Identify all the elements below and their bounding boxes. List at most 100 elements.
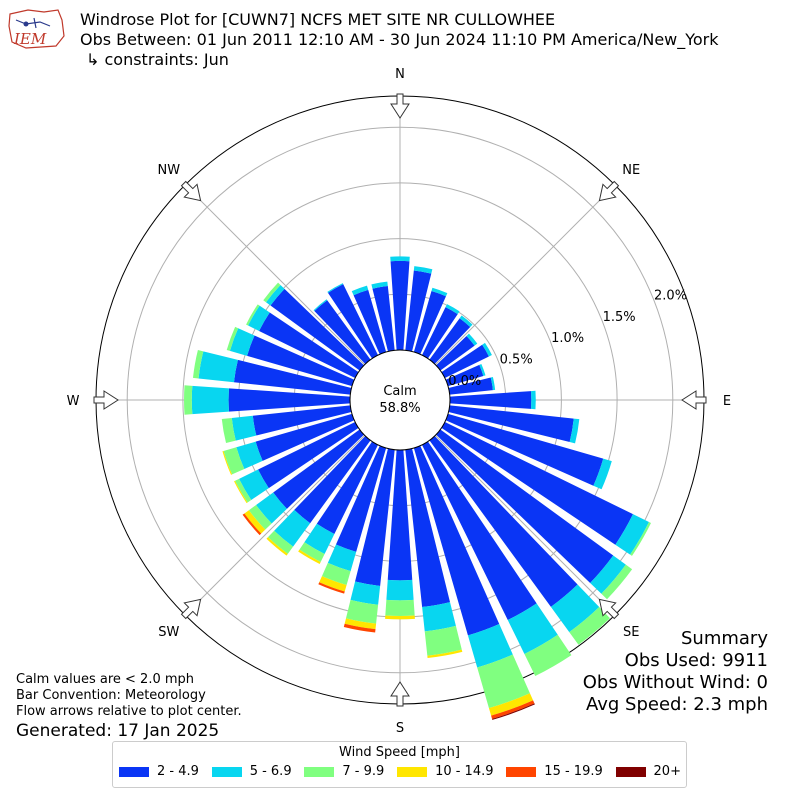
windrose-bar-segment [427,649,463,658]
radial-tick-label: 2.0% [654,289,687,304]
legend: Wind Speed [mph] 2 - 4.9 5 - 6.9 7 - 9.9 10… [112,741,687,788]
windrose-bar-segment [421,307,458,359]
footnotes: Calm values are < 2.0 mph Bar Convention… [16,672,242,742]
calm-note: Calm values are < 2.0 mph [16,672,195,687]
windrose-bar-segment [441,421,633,545]
windrose-bar-segment [247,335,355,387]
summary-box: Summary Obs Used: 9911 Obs Without Wind:… [583,628,768,716]
windrose-bar-segment [531,390,536,410]
legend-swatch [119,766,149,777]
radial-tick-label: 0.0% [448,374,481,389]
windrose-bar-segment [242,513,262,536]
flow-arrow-icon [180,598,202,620]
windrose-bar-segment [319,576,347,592]
windrose-bar-segment [466,333,478,346]
windrose-bar-segment [422,602,456,632]
windrose-bar-segment [479,363,486,376]
windrose-bar-segment [449,391,532,409]
flow-arrow-icon [390,681,410,707]
legend-item: 10 - 14.9 [397,764,494,779]
legend-label: 15 - 19.9 [544,764,603,779]
windrose-bar-segment [226,326,239,351]
windrose-bar-segment [263,282,281,303]
windrose-bar-segment [314,300,371,364]
flow-arrow-icon [681,390,707,410]
legend-item: 2 - 4.9 [119,764,199,779]
windrose-bar-segment [448,377,493,395]
windrose-bar-segment [327,284,379,359]
chart-title: Windrose Plot for [CUWN7] NCFS MET SITE … [80,10,556,29]
windrose-bar-segment [601,564,633,600]
windrose-bar-segment [265,284,285,306]
windrose-bar-segment [445,364,484,387]
chart-constraints: ↳ constraints: Jun [86,50,229,69]
legend-swatch [304,766,335,777]
windrose-bar-segment [491,700,535,719]
windrose-bar-segment [248,305,270,331]
flow-arrow-icon [598,180,620,202]
windrose-bar-segment [274,509,311,547]
windrose-bar-segment [198,351,238,383]
legend-swatch [615,766,646,777]
flow-arrow-icon [93,390,119,410]
grid-spoke [435,435,616,616]
logo-text: IEM [13,30,47,48]
windrose-bar-segment [436,429,614,583]
calm-circle [349,349,451,451]
chart-header: Windrose Plot for [CUWN7] NCFS MET SITE … [80,10,719,70]
legend-label: 5 - 6.9 [249,764,292,779]
calm-value: 58.8% [379,401,420,416]
windrose-bar-segment [304,523,335,554]
windrose-bar-segment [350,581,381,605]
windrose-bar-segment [405,448,451,608]
windrose-bar-segment [267,530,294,554]
windrose-bar-segment [429,436,578,607]
windrose-bar-segment [248,504,272,530]
windrose-bar-segment [318,582,345,594]
grid-spoke [184,184,365,365]
legend-swatch [397,766,428,777]
windrose-bar-segment [590,555,626,594]
legend-item: 15 - 19.9 [506,764,603,779]
windrose-bar-segment [385,615,415,620]
flow-arrow-icon [598,598,620,620]
windrose-bar-segment [353,289,387,355]
windrose-bar-segment [459,315,473,328]
windrose-bar-segment [223,447,245,475]
windrose-bar-segment [236,441,263,470]
windrose-bar-segment [266,537,288,556]
windrose-bar-segment [191,385,229,415]
direction-label: NE [622,163,640,178]
windrose-bar-segment [255,413,355,461]
windrose-bar-segment [228,388,351,412]
summary-title: Summary [681,628,768,649]
legend-label: 10 - 14.9 [435,764,494,779]
windrose-bar-segment [424,625,462,656]
windrose-bar-segment [436,335,475,371]
windrose-bar-segment [316,441,379,534]
windrose-bar-segment [244,510,266,534]
flow-note: Flow arrows relative to plot center. [16,704,242,719]
windrose-bar-segment [270,288,364,371]
windrose-bar-segment [467,623,513,668]
windrose-bar-segment [233,359,352,395]
windrose-bar-segment [313,299,328,311]
windrose-bar-segment [445,413,604,486]
windrose-bar-segment [507,603,558,654]
windrose-bar-segment [569,418,580,444]
summary-obs-used: Obs Used: 9911 [624,650,768,671]
windrose-bar-segment [405,270,432,352]
windrose-bar-segment [273,429,364,509]
windrose-bar-segment [299,542,325,562]
radial-tick-label: 1.5% [603,310,636,325]
windrose-bar-segment [229,328,255,356]
windrose-bar-segment [259,312,359,379]
calm-label: Calm [383,384,416,399]
windrose-bar-segment [482,342,492,357]
windrose-bar-segment [294,436,371,524]
grid-spoke [184,435,365,616]
windrose-bar-segment [343,623,376,633]
windrose-bar-segment [371,281,388,289]
windrose-bar-segment [327,544,357,572]
